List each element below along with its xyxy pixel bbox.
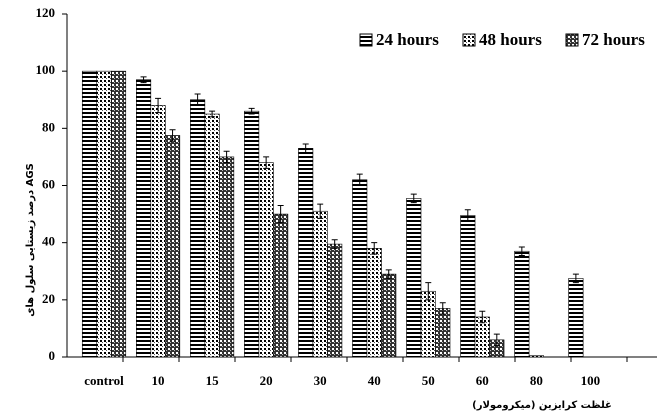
bar (244, 110, 260, 358)
error-bar (302, 143, 309, 154)
bar (381, 273, 397, 358)
y-tick-label: 80 (42, 119, 55, 134)
error-bar (493, 333, 500, 347)
error-bar (572, 273, 579, 284)
y-tick-label: 120 (36, 5, 56, 20)
bar (352, 179, 368, 358)
y-axis-title: درصد زیستایی سلول های AGS (25, 163, 36, 317)
error-bar (317, 203, 324, 219)
legend-label: 48 hours (479, 30, 542, 49)
error-bar (223, 150, 230, 164)
bar (528, 355, 544, 358)
y-tick-label: 60 (42, 176, 55, 191)
bar (165, 135, 181, 358)
bar (312, 210, 328, 358)
bar (568, 278, 584, 358)
legend-swatch (359, 33, 373, 47)
x-tick-label: 80 (530, 373, 543, 388)
bar (460, 215, 476, 358)
bar (327, 243, 343, 358)
x-tick-label: 15 (206, 373, 220, 388)
error-bar (518, 246, 525, 257)
y-tick-label: 0 (49, 348, 56, 363)
bar (190, 99, 206, 358)
bar (150, 105, 166, 358)
legend-label: 24 hours (376, 30, 439, 49)
error-bar (194, 93, 201, 106)
error-bar (169, 129, 176, 142)
error-bar (263, 156, 270, 169)
error-bar (155, 97, 162, 114)
error-bar (410, 193, 417, 204)
x-tick-label: 100 (581, 373, 601, 388)
legend-label: 72 hours (582, 30, 645, 49)
bar (435, 308, 451, 358)
y-tick-label: 100 (36, 62, 56, 77)
legend-swatch (462, 33, 476, 47)
x-tick-label: 50 (422, 373, 435, 388)
bar (258, 162, 274, 358)
x-axis-title: غلظت کرایزین (میکرومولار) (472, 400, 612, 411)
error-bar (140, 76, 147, 84)
bar (420, 290, 436, 358)
error-bar (385, 269, 392, 279)
error-bar (356, 173, 363, 186)
error-bar (439, 302, 446, 315)
bar (204, 113, 220, 358)
error-bar (371, 242, 378, 255)
bar (219, 156, 235, 358)
x-tick-label: 10 (152, 373, 165, 388)
bar (273, 213, 289, 358)
bar (366, 248, 382, 358)
error-bar (464, 209, 471, 222)
bar (96, 70, 112, 358)
x-tick-label: 40 (368, 373, 381, 388)
bar (110, 70, 127, 358)
error-bar (425, 282, 432, 301)
legend-swatch (565, 33, 579, 47)
x-tick-label: 30 (314, 373, 327, 388)
y-tick-label: 20 (42, 291, 55, 306)
x-tick-label: 20 (260, 373, 273, 388)
x-tick-label: 60 (476, 373, 489, 388)
x-tick-label: control (84, 373, 124, 388)
error-bar (277, 205, 284, 224)
bar (81, 70, 98, 358)
bar (136, 79, 152, 358)
error-bar (209, 110, 216, 118)
y-tick-label: 40 (42, 234, 55, 249)
error-bar (479, 310, 486, 324)
error-bar (248, 107, 255, 115)
bar (298, 148, 314, 358)
bar (514, 250, 530, 358)
error-bar (331, 239, 338, 249)
bar (406, 198, 422, 358)
